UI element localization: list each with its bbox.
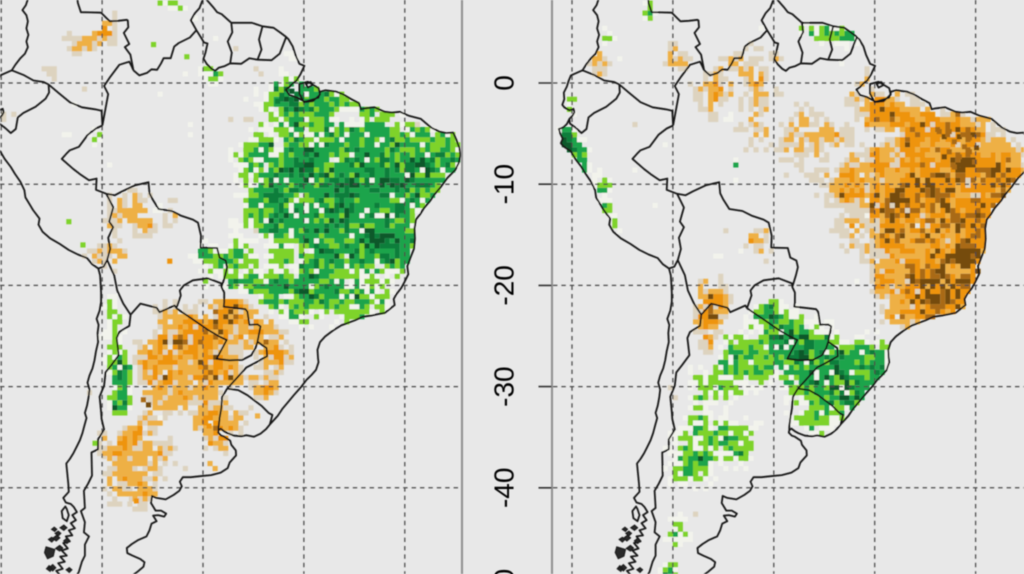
svg-text:-20: -20 xyxy=(489,265,520,305)
svg-text:-30: -30 xyxy=(489,366,520,406)
svg-text:-10: -10 xyxy=(489,164,520,204)
svg-text:0: 0 xyxy=(489,75,520,91)
svg-text:-50: -50 xyxy=(489,569,520,574)
svg-text:-40: -40 xyxy=(489,468,520,508)
